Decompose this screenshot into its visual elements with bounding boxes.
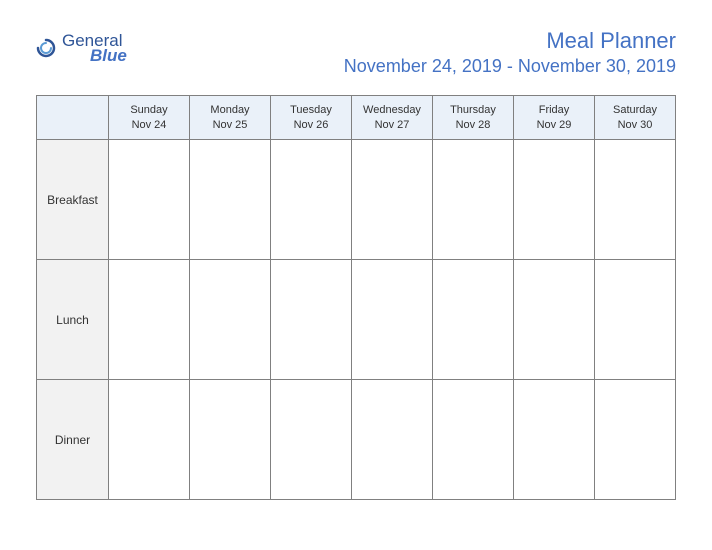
meal-label-breakfast: Breakfast — [37, 140, 109, 260]
page-subtitle: November 24, 2019 - November 30, 2019 — [344, 56, 676, 77]
logo: General Blue — [36, 28, 127, 64]
meal-label-dinner: Dinner — [37, 380, 109, 500]
meal-cell[interactable] — [109, 260, 190, 380]
corner-cell — [37, 96, 109, 140]
logo-line2: Blue — [90, 47, 127, 64]
day-date: Nov 26 — [273, 118, 349, 133]
day-date: Nov 29 — [516, 118, 592, 133]
day-header-saturday: Saturday Nov 30 — [595, 96, 676, 140]
meal-cell[interactable] — [595, 260, 676, 380]
meal-cell[interactable] — [109, 380, 190, 500]
day-date: Nov 30 — [597, 118, 673, 133]
meal-planner-table: Sunday Nov 24 Monday Nov 25 Tuesday Nov … — [36, 95, 676, 500]
logo-swirl-icon — [36, 38, 56, 58]
meal-cell[interactable] — [109, 140, 190, 260]
meal-cell[interactable] — [433, 260, 514, 380]
day-name: Friday — [516, 103, 592, 118]
meal-cell[interactable] — [433, 140, 514, 260]
table-row-dinner: Dinner — [37, 380, 676, 500]
day-header-tuesday: Tuesday Nov 26 — [271, 96, 352, 140]
day-header-sunday: Sunday Nov 24 — [109, 96, 190, 140]
day-header-monday: Monday Nov 25 — [190, 96, 271, 140]
meal-label-lunch: Lunch — [37, 260, 109, 380]
day-date: Nov 27 — [354, 118, 430, 133]
meal-cell[interactable] — [433, 380, 514, 500]
day-date: Nov 24 — [111, 118, 187, 133]
meal-cell[interactable] — [595, 140, 676, 260]
meal-cell[interactable] — [352, 140, 433, 260]
meal-cell[interactable] — [190, 140, 271, 260]
day-header-wednesday: Wednesday Nov 27 — [352, 96, 433, 140]
meal-cell[interactable] — [352, 380, 433, 500]
day-name: Monday — [192, 103, 268, 118]
table-row-lunch: Lunch — [37, 260, 676, 380]
day-name: Saturday — [597, 103, 673, 118]
header: General Blue Meal Planner November 24, 2… — [36, 28, 676, 77]
logo-text: General Blue — [62, 32, 127, 64]
meal-cell[interactable] — [190, 260, 271, 380]
meal-cell[interactable] — [514, 260, 595, 380]
table-row-breakfast: Breakfast — [37, 140, 676, 260]
page-title: Meal Planner — [344, 28, 676, 54]
day-date: Nov 25 — [192, 118, 268, 133]
day-date: Nov 28 — [435, 118, 511, 133]
meal-cell[interactable] — [595, 380, 676, 500]
header-row: Sunday Nov 24 Monday Nov 25 Tuesday Nov … — [37, 96, 676, 140]
day-name: Sunday — [111, 103, 187, 118]
meal-cell[interactable] — [271, 140, 352, 260]
title-block: Meal Planner November 24, 2019 - Novembe… — [344, 28, 676, 77]
day-name: Thursday — [435, 103, 511, 118]
meal-cell[interactable] — [271, 380, 352, 500]
meal-cell[interactable] — [514, 140, 595, 260]
day-header-thursday: Thursday Nov 28 — [433, 96, 514, 140]
meal-cell[interactable] — [271, 260, 352, 380]
day-name: Wednesday — [354, 103, 430, 118]
day-name: Tuesday — [273, 103, 349, 118]
meal-cell[interactable] — [514, 380, 595, 500]
meal-cell[interactable] — [190, 380, 271, 500]
day-header-friday: Friday Nov 29 — [514, 96, 595, 140]
meal-cell[interactable] — [352, 260, 433, 380]
